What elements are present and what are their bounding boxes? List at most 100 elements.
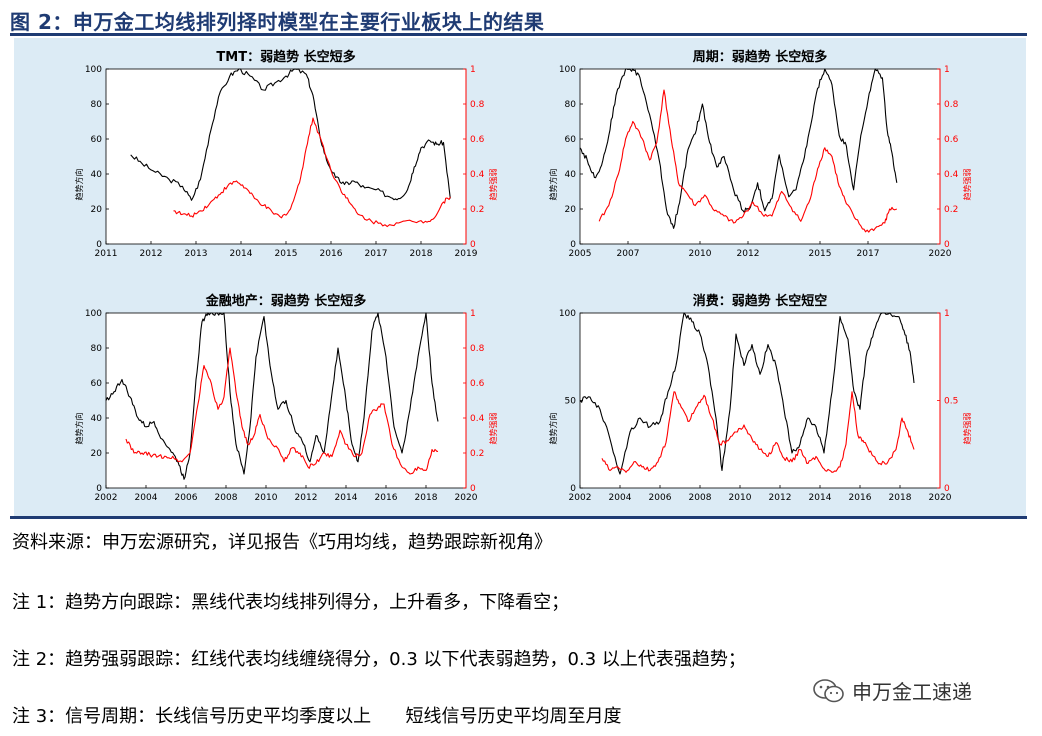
wechat-icon (813, 678, 844, 702)
source-note: 资料来源：申万宏源研究，详见报告《巧用均线，趋势跟踪新视角》 (12, 532, 552, 553)
x-tick-label: 2014 (809, 493, 832, 503)
y-tick-label: 60 (91, 379, 103, 389)
x-tick-label: 2018 (410, 249, 433, 259)
y-axis-label: 趋势方向 (74, 413, 84, 445)
top-rule (10, 33, 1027, 36)
y-tick-label: 80 (91, 344, 103, 354)
y2-tick-label: 0.8 (470, 344, 485, 354)
note-3: 注 3：信号周期：长线信号历史平均季度以上 短线信号历史平均周至月度 (12, 706, 622, 727)
y2-axis-label: 趋势强弱 (488, 169, 498, 201)
series-line-strength (173, 117, 451, 228)
y2-tick-label: 0.4 (470, 170, 485, 180)
note-2: 注 2：趋势强弱跟踪：红线代表均线缠绕得分，0.3 以下代表弱趋势，0.3 以上… (12, 649, 746, 670)
y2-tick-label: 1 (944, 65, 950, 75)
y2-tick-label: 0.8 (944, 100, 959, 110)
x-tick-label: 2018 (415, 493, 438, 503)
plot-area (579, 312, 941, 489)
x-tick-label: 2020 (455, 493, 478, 503)
x-tick-label: 2015 (809, 249, 832, 259)
y2-tick-label: 0.6 (944, 135, 959, 145)
series-line-strength (125, 347, 439, 475)
y-axis-label: 趋势方向 (548, 413, 558, 445)
x-tick-label: 2006 (649, 493, 672, 503)
y-tick-label: 100 (85, 65, 102, 75)
x-tick-label: 2012 (769, 493, 792, 503)
x-tick-label: 2012 (295, 493, 318, 503)
x-tick-label: 2008 (689, 493, 712, 503)
x-tick-label: 2013 (185, 249, 208, 259)
watermark: 申万金工速递 (812, 676, 972, 705)
y2-tick-label: 0 (944, 484, 950, 494)
y-tick-label: 60 (565, 135, 577, 145)
y-tick-label: 100 (85, 309, 102, 319)
y2-tick-label: 0 (944, 240, 950, 250)
y-tick-label: 0 (96, 484, 102, 494)
series-line-strength (601, 391, 915, 473)
x-tick-label: 2004 (609, 493, 632, 503)
y-tick-label: 100 (559, 65, 576, 75)
y-tick-label: 20 (91, 449, 103, 459)
y-tick-label: 80 (565, 100, 577, 110)
y2-tick-label: 1 (470, 65, 476, 75)
x-tick-label: 2015 (275, 249, 298, 259)
y2-tick-label: 0.8 (470, 100, 485, 110)
x-tick-label: 2010 (729, 493, 752, 503)
x-tick-label: 2012 (737, 249, 760, 259)
y-axis-label: 趋势方向 (74, 169, 84, 201)
x-tick-label: 2010 (255, 493, 278, 503)
x-tick-label: 2014 (230, 249, 253, 259)
y-axis-label: 趋势方向 (548, 169, 558, 201)
bottom-rule (10, 516, 1027, 519)
y-tick-label: 40 (565, 170, 577, 180)
y-tick-label: 0 (96, 240, 102, 250)
x-tick-label: 2002 (569, 493, 592, 503)
y-tick-label: 60 (91, 135, 103, 145)
chart-title: 周期：弱趋势 长空短多 (693, 49, 828, 65)
y2-tick-label: 0 (470, 240, 476, 250)
y-tick-label: 50 (565, 397, 577, 407)
x-tick-label: 2020 (929, 493, 952, 503)
y2-tick-label: 0.2 (944, 205, 958, 215)
x-tick-label: 2014 (335, 493, 358, 503)
x-tick-label: 2007 (617, 249, 640, 259)
x-tick-label: 2004 (135, 493, 158, 503)
x-tick-label: 2016 (375, 493, 398, 503)
y2-tick-label: 0.6 (470, 379, 485, 389)
x-tick-label: 2006 (175, 493, 198, 503)
y-tick-label: 20 (91, 205, 103, 215)
y2-tick-label: 0.2 (470, 205, 484, 215)
figure-title: 图 2：申万金工均线排列择时模型在主要行业板块上的结果 (10, 10, 545, 34)
y2-tick-label: 0.6 (470, 135, 485, 145)
series-line-direction (105, 312, 439, 480)
y2-tick-label: 0 (470, 484, 476, 494)
y2-tick-label: 0.2 (470, 449, 484, 459)
chart-title: 消费：弱趋势 长空短空 (693, 293, 828, 309)
y-tick-label: 40 (91, 170, 103, 180)
x-tick-label: 2010 (689, 249, 712, 259)
y2-tick-label: 0.4 (944, 170, 959, 180)
y2-tick-label: 0.5 (944, 397, 958, 407)
chart-title: 金融地产：弱趋势 长空短多 (205, 293, 367, 309)
x-tick-label: 2017 (857, 249, 880, 259)
x-tick-label: 2019 (455, 249, 478, 259)
series-line-strength (598, 89, 898, 233)
plot-area (105, 68, 467, 245)
x-tick-label: 2016 (849, 493, 872, 503)
y-tick-label: 80 (91, 100, 103, 110)
y2-axis-label: 趋势强弱 (488, 413, 498, 445)
y2-tick-label: 1 (944, 309, 950, 319)
x-tick-label: 2020 (929, 249, 952, 259)
series-line-direction (579, 312, 915, 475)
y2-tick-label: 1 (470, 309, 476, 319)
y-tick-label: 100 (559, 309, 576, 319)
x-tick-label: 2018 (889, 493, 912, 503)
x-tick-label: 2016 (320, 249, 343, 259)
series-line-direction (130, 68, 451, 201)
x-tick-label: 2005 (569, 249, 592, 259)
y-tick-label: 0 (570, 240, 576, 250)
y2-tick-label: 0.4 (470, 414, 485, 424)
x-tick-label: 2008 (215, 493, 238, 503)
note-1: 注 1：趋势方向跟踪：黑线代表均线排列得分，上升看多，下降看空； (12, 592, 570, 613)
chart-title: TMT：弱趋势 长空短多 (216, 49, 355, 65)
